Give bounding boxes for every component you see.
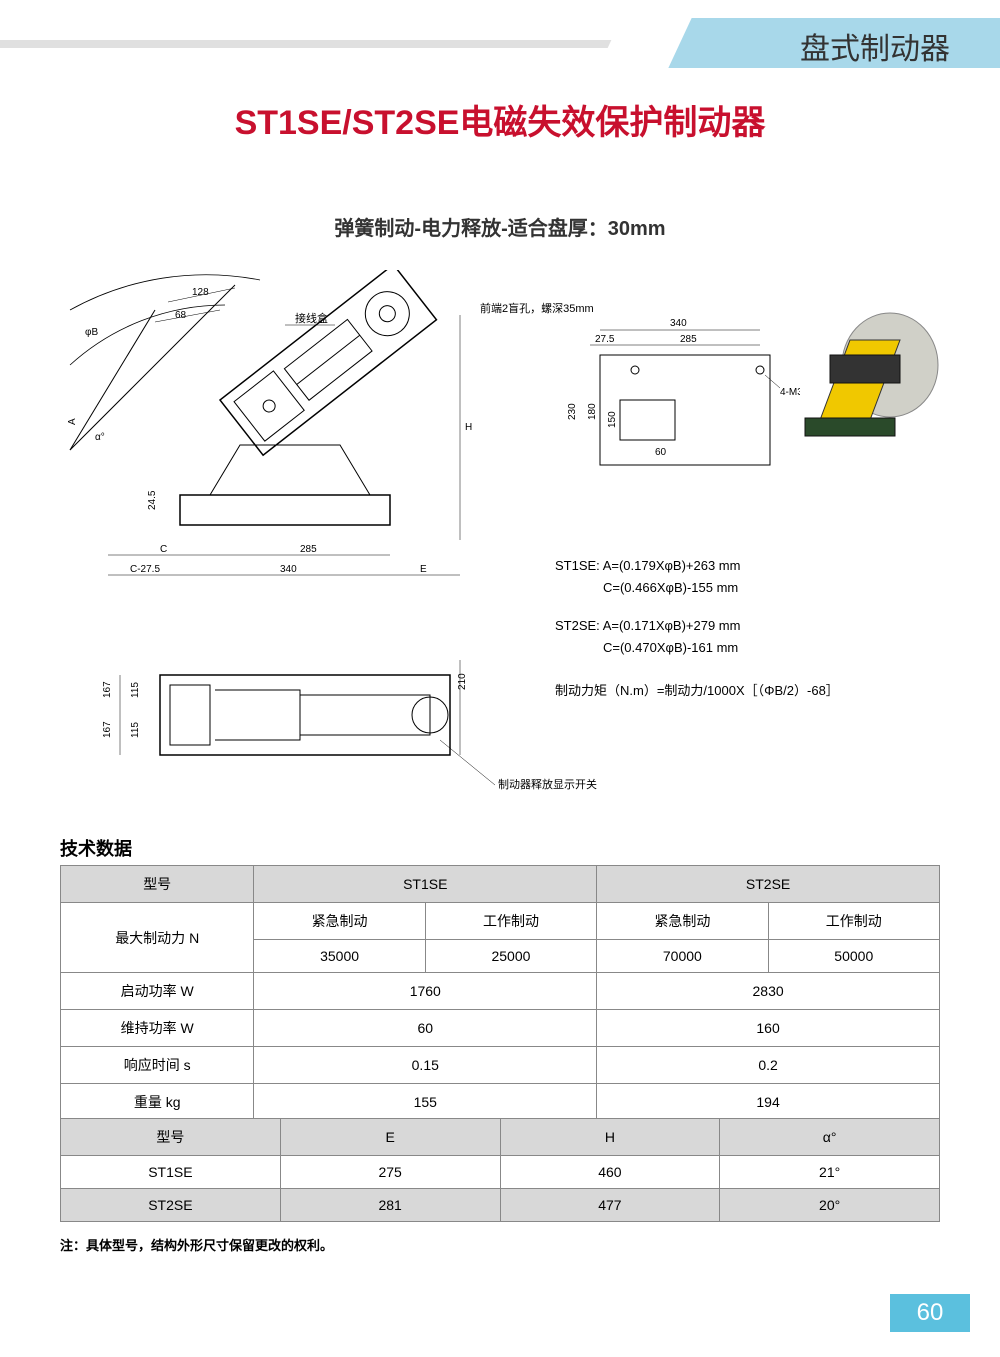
svg-text:接线盒: 接线盒 [295,311,328,325]
cell: 160 [597,1010,940,1047]
subtitle: 弹簧制动-电力释放-适合盘厚：30mm [0,212,1000,241]
svg-text:φB: φB [85,327,98,338]
cell: 60 [254,1010,597,1047]
header-band: 盘式制动器 [0,18,1000,70]
spec-table-1: 型号 ST1SE ST2SE 最大制动力 N 紧急制动 工作制动 紧急制动 工作… [60,865,940,1121]
th-emergency: 紧急制动 [254,903,425,940]
tab-title: 盘式制动器 [800,24,950,68]
th-emergency: 紧急制动 [597,903,768,940]
cell: 2830 [597,973,940,1010]
svg-text:167: 167 [102,721,113,738]
formula-line: C=(0.466XφB)-155 mm [555,577,740,599]
formula-line: ST1SE: A=(0.179XφB)+263 mm [555,555,740,577]
cell: 21° [720,1156,940,1189]
cell: 477 [500,1189,720,1222]
cell: 35000 [254,940,425,973]
svg-text:115: 115 [130,722,141,738]
th-alpha: α° [720,1119,940,1156]
svg-text:24.5: 24.5 [147,490,158,510]
cell: 275 [280,1156,500,1189]
technical-diagram: φB 128 68 接线盒 C 285 C-27.5 340 E H [60,270,940,750]
cell: 1760 [254,973,597,1010]
th-maxbrake: 最大制动力 N [61,903,254,973]
svg-text:前端2盲孔，螺深35mm: 前端2盲孔，螺深35mm [480,301,594,315]
svg-text:340: 340 [670,318,687,329]
svg-text:A: A [67,418,78,425]
cell: 0.15 [254,1047,597,1084]
svg-text:4-M3: 4-M3 [780,387,803,398]
cell: 460 [500,1156,720,1189]
page-number: 60 [890,1294,970,1332]
svg-text:E: E [420,564,427,575]
spec-table-2: 型号 E H α° ST1SE 275 460 21° ST2SE 281 47… [60,1118,940,1222]
page-title: ST1SE/ST2SE电磁失效保护制动器 [0,95,1000,144]
th-working: 工作制动 [425,903,596,940]
th-st1se: ST1SE [254,866,597,903]
svg-text:210: 210 [457,673,468,690]
svg-text:60: 60 [655,447,667,458]
th-weight: 重量 kg [61,1084,254,1121]
cell: 194 [597,1084,940,1121]
cell: ST1SE [61,1156,281,1189]
svg-text:180: 180 [587,403,598,420]
svg-text:340: 340 [280,564,297,575]
th-model: 型号 [61,866,254,903]
footnote: 注：具体型号，结构外形尺寸保留更改的权利。 [60,1235,333,1254]
cell: 70000 [597,940,768,973]
svg-text:285: 285 [300,544,317,555]
svg-text:27.5: 27.5 [595,334,615,345]
th-E: E [280,1119,500,1156]
th-st2se: ST2SE [597,866,940,903]
th-working: 工作制动 [768,903,939,940]
formula-st2se: ST2SE: A=(0.171XφB)+279 mm C=(0.470XφB)-… [555,615,740,659]
svg-text:115: 115 [130,682,141,698]
tech-data-label: 技术数据 [60,835,132,861]
formula-line: 制动力矩（N.m）=制动力/1000X［（ΦB/2）-68］ [555,680,839,702]
cell: 155 [254,1084,597,1121]
cell: 20° [720,1189,940,1222]
cell: 50000 [768,940,939,973]
th-resptime: 响应时间 s [61,1047,254,1084]
svg-text:68: 68 [175,310,187,321]
cell: ST2SE [61,1189,281,1222]
svg-text:230: 230 [567,403,578,420]
th-model: 型号 [61,1119,281,1156]
svg-text:285: 285 [680,334,697,345]
svg-text:C: C [160,544,167,555]
cell: 25000 [425,940,596,973]
cell: 281 [280,1189,500,1222]
svg-text:167: 167 [102,681,113,698]
formula-st1se: ST1SE: A=(0.179XφB)+263 mm C=(0.466XφB)-… [555,555,740,599]
svg-text:α°: α° [95,432,105,443]
formula-torque: 制动力矩（N.m）=制动力/1000X［（ΦB/2）-68］ [555,680,839,702]
formula-line: ST2SE: A=(0.171XφB)+279 mm [555,615,740,637]
svg-text:C-27.5: C-27.5 [130,564,160,575]
th-holdpower: 维持功率 W [61,1010,254,1047]
svg-text:制动器释放显示开关: 制动器释放显示开关 [498,777,597,791]
th-startpower: 启动功率 W [61,973,254,1010]
formula-line: C=(0.470XφB)-161 mm [555,637,740,659]
cell: 0.2 [597,1047,940,1084]
svg-text:H: H [465,422,472,433]
th-H: H [500,1119,720,1156]
svg-text:150: 150 [607,411,618,428]
